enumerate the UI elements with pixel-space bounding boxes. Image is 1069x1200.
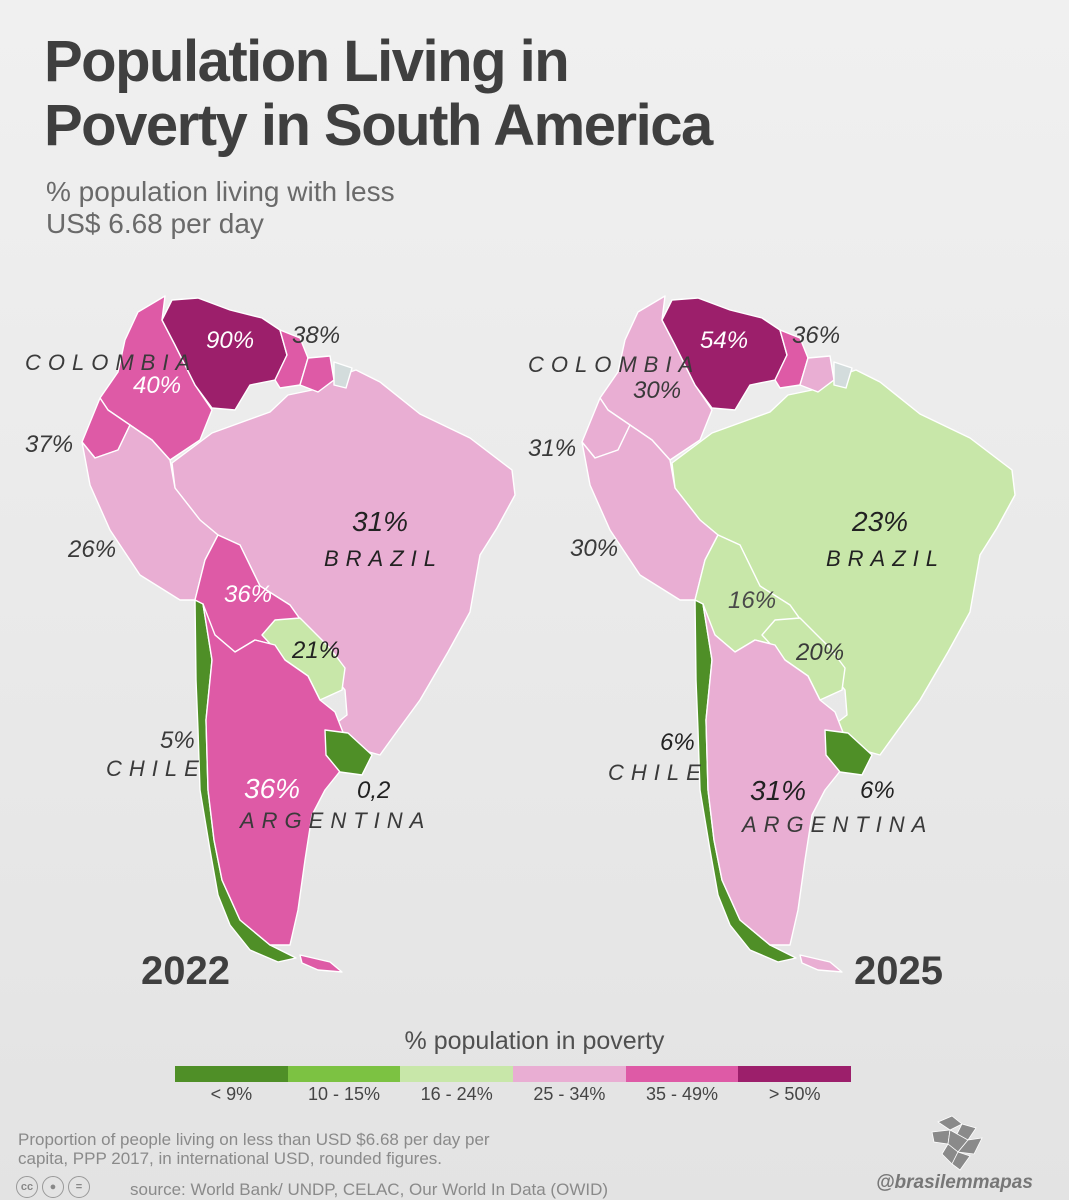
map-2025-peru	[581, 424, 719, 601]
source-text: source: World Bank/ UNDP, CELAC, Our Wor…	[130, 1180, 609, 1199]
label-2022-peru: 26%	[67, 536, 116, 563]
legend-swatch-lt9	[175, 1066, 288, 1082]
map-2022-suriname	[299, 355, 335, 393]
label-2022-brazil-name: BRAZIL	[324, 546, 443, 571]
map-2025-argentina	[702, 603, 849, 946]
label-2022-argentina-name: ARGENTINA	[238, 808, 431, 833]
legend-label-10-15: 10 - 15%	[307, 1084, 381, 1104]
label-2025-chile-name: CHILE	[608, 760, 708, 785]
legend-label-25-34: 25 - 34%	[533, 1084, 606, 1104]
map-2025-uruguay	[824, 729, 873, 776]
footnote: Proportion of people living on less than…	[18, 1130, 578, 1168]
label-2022-paraguay: 21%	[291, 637, 340, 664]
legend-swatch-35-49	[625, 1066, 739, 1082]
license-badges: cc ● =	[16, 1176, 90, 1198]
map-2025-tierra-del-fuego	[799, 954, 843, 973]
legend-labels: < 9% 10 - 15% 16 - 24% 25 - 34% 35 - 49%…	[175, 1084, 851, 1105]
legend-label-lt9: < 9%	[210, 1084, 253, 1104]
label-2025-argentina: 31%	[750, 775, 806, 806]
map-2025-guyana	[774, 329, 809, 389]
map-2022-guyana	[274, 329, 309, 389]
subtitle-line-2: US$ 6.68 per day	[46, 208, 264, 239]
legend-swatch-10-15	[287, 1066, 401, 1082]
label-2025-chile: 6%	[660, 729, 695, 756]
label-2022-venezuela: 90%	[206, 327, 254, 354]
subtitle-line-1: % population living with less	[46, 176, 395, 207]
label-2025-peru: 30%	[570, 535, 618, 562]
label-2025-uruguay: 6%	[860, 777, 895, 804]
label-2025-paraguay: 20%	[795, 639, 844, 666]
label-2022-guyanas: 38%	[292, 322, 340, 349]
map-2025-suriname	[799, 355, 835, 393]
map-2025: 54% 36% COLOMBIA 30% 31% 30% 23% BRAZIL …	[528, 295, 1016, 993]
legend-title: % population in poverty	[404, 1027, 665, 1055]
label-2025-venezuela: 54%	[700, 327, 748, 354]
map-2022-peru	[81, 424, 219, 601]
footnote-line-2: capita, PPP 2017, in international USD, …	[18, 1149, 443, 1168]
label-2022-ecuador: 37%	[25, 431, 73, 458]
label-2025-argentina-name: ARGENTINA	[740, 812, 933, 837]
legend-swatch-16-24	[400, 1066, 514, 1082]
legend-label-gt50: > 50%	[768, 1084, 821, 1104]
map-2022-argentina	[202, 603, 349, 946]
by-icon: ●	[42, 1176, 64, 1198]
legend-bar	[175, 1066, 852, 1082]
brazil-logo-icon	[931, 1115, 983, 1171]
maps-canvas: 90% 38% COLOMBIA 40% 37% 26% 31% BRAZIL …	[25, 295, 1016, 993]
label-2022-uruguay: 0,2	[357, 777, 390, 804]
cc-icon: cc	[16, 1176, 38, 1198]
label-2025-guyanas: 36%	[792, 322, 840, 349]
map-2025-french-guiana	[833, 361, 853, 389]
label-2022-bolivia: 36%	[224, 581, 272, 608]
label-2025-brazil: 23%	[851, 506, 908, 537]
title-line-1: Population Living in	[44, 29, 570, 94]
legend-swatch-25-34	[513, 1066, 626, 1082]
legend-swatch-gt50	[738, 1066, 852, 1082]
label-2025-bolivia: 16%	[728, 587, 776, 614]
label-2025-brazil-name: BRAZIL	[826, 546, 945, 571]
footnote-line-1: Proportion of people living on less than…	[18, 1130, 490, 1149]
label-2025-ecuador: 31%	[528, 435, 576, 462]
legend-label-35-49: 35 - 49%	[646, 1084, 719, 1104]
map-2022-tierra-del-fuego	[299, 954, 343, 973]
label-2025-colombia-name: COLOMBIA	[528, 352, 700, 377]
label-2022-chile-name: CHILE	[106, 756, 206, 781]
label-2022-colombia-name: COLOMBIA	[25, 350, 197, 375]
map-2022: 90% 38% COLOMBIA 40% 37% 26% 31% BRAZIL …	[25, 295, 516, 993]
author-handle: @brasilemmapas	[876, 1172, 1033, 1193]
label-2022-argentina: 36%	[244, 773, 300, 804]
legend-label-16-24: 16 - 24%	[420, 1084, 493, 1104]
label-2022-brazil: 31%	[352, 506, 408, 537]
label-2022-chile: 5%	[160, 727, 195, 754]
label-2025-colombia: 30%	[633, 377, 681, 404]
map-2022-uruguay	[324, 729, 373, 776]
subtitle: % population living with less US$ 6.68 p…	[46, 176, 395, 240]
year-2025: 2025	[854, 949, 943, 993]
year-2022: 2022	[141, 949, 230, 993]
map-2022-french-guiana	[333, 361, 353, 389]
page-title: Population Living in Poverty in South Am…	[44, 29, 713, 158]
title-line-2: Poverty in South America	[44, 93, 713, 158]
label-2022-colombia: 40%	[133, 372, 181, 399]
nd-icon: =	[68, 1176, 90, 1198]
